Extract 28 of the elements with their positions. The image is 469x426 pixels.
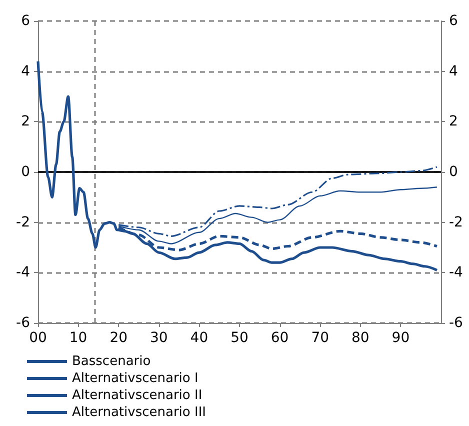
y-tick-label: -6	[16, 315, 30, 331]
x-tick-label: 50	[230, 330, 248, 346]
x-tick-label: 80	[351, 330, 370, 346]
y-tick-label: 0	[21, 164, 30, 180]
y2-tick-label: 6	[449, 13, 458, 29]
y2-tick-label: 0	[449, 164, 458, 180]
legend-label: Alternativscenario III	[72, 405, 206, 420]
x-tick-label: 20	[110, 330, 128, 346]
legend-label: Alternativscenario II	[72, 388, 202, 403]
x-tick-label: 60	[270, 330, 289, 346]
y2-tick-label: 4	[449, 63, 458, 80]
y2-tick-label: -6	[449, 315, 464, 331]
y-tick-label: 4	[21, 63, 30, 80]
x-tick-label: 90	[392, 330, 410, 346]
x-tick-label: 70	[311, 330, 330, 346]
y2-tick-label: -2	[449, 214, 463, 230]
y-tick-label: -2	[16, 214, 30, 230]
y2-tick-label: 2	[449, 114, 458, 130]
y-tick-label: 6	[21, 13, 30, 29]
x-tick-label: 30	[150, 330, 168, 346]
y-tick-label: -4	[16, 264, 30, 281]
legend-label: Alternativscenario I	[72, 371, 198, 386]
x-tick-label: 10	[69, 330, 88, 346]
y-tick-label: 2	[21, 114, 30, 130]
y2-tick-label: -4	[449, 264, 464, 281]
x-tick-label: 00	[29, 330, 47, 346]
legend-label: Basscenario	[72, 354, 151, 369]
x-tick-label: 40	[190, 330, 208, 346]
